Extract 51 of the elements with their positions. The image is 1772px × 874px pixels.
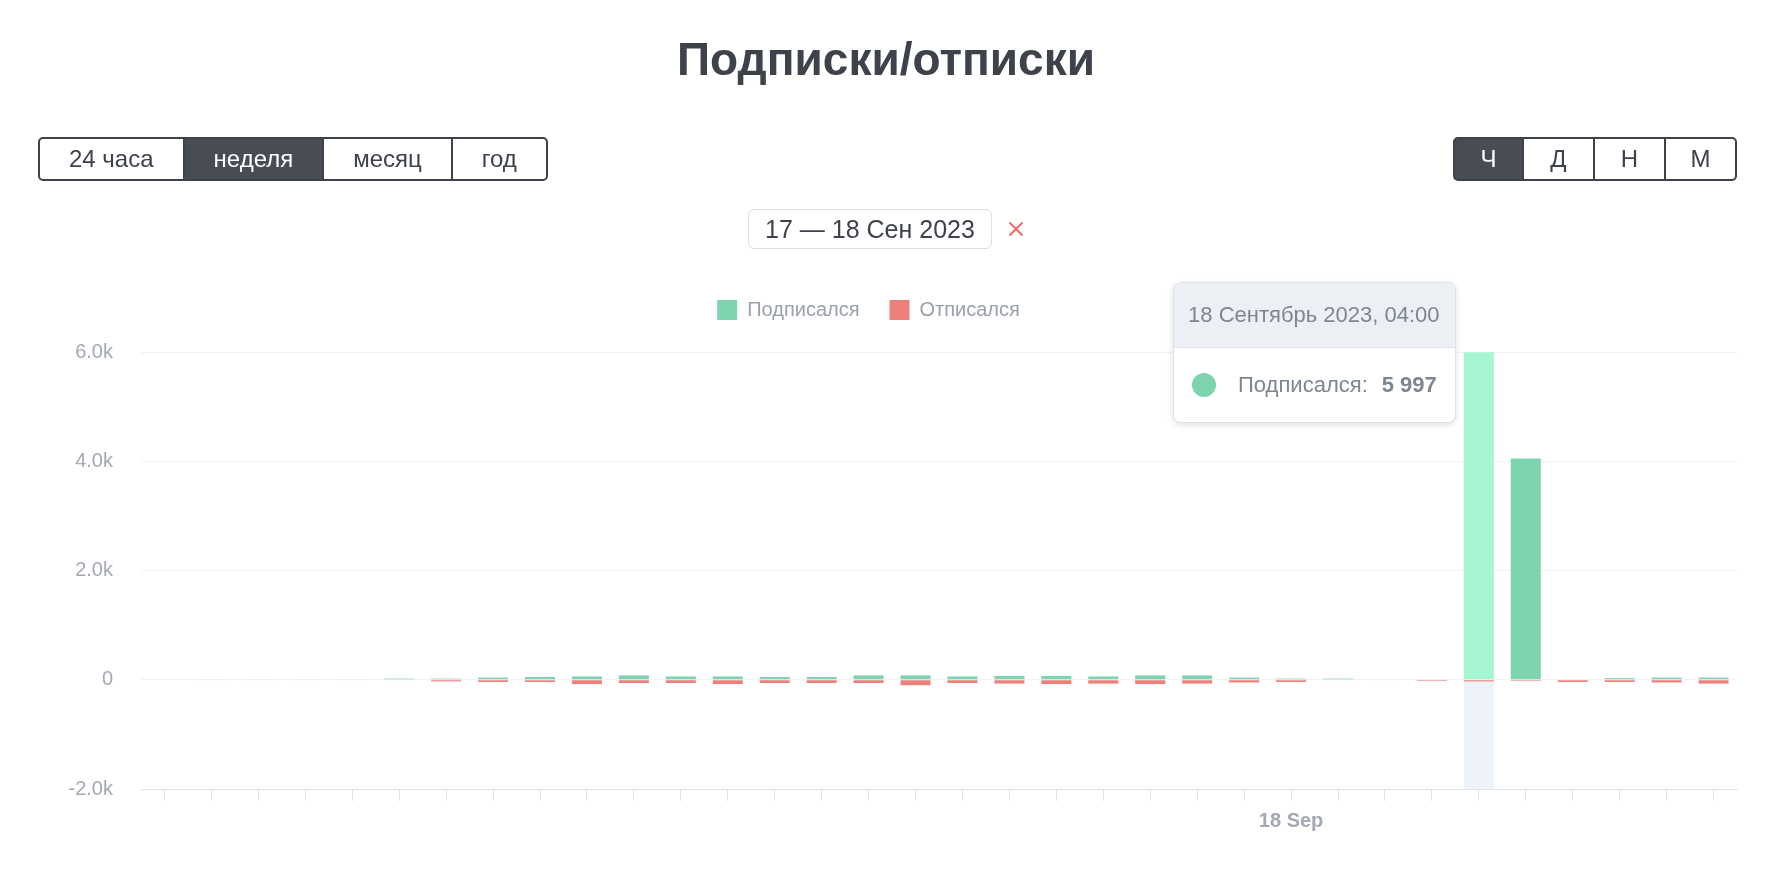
bar <box>1182 675 1213 680</box>
y-tick-label: 2.0k <box>75 558 114 581</box>
chart-title: Подписки/отписки <box>676 32 1096 86</box>
bar <box>994 675 1025 680</box>
y-tick-label: -2.0k <box>68 776 114 799</box>
bar <box>665 676 696 680</box>
legend-label: Отписался <box>919 297 1020 320</box>
y-tick-label: 0 <box>101 667 113 690</box>
bar <box>1041 675 1072 680</box>
bar <box>853 680 884 684</box>
bar <box>853 675 884 680</box>
tooltip-card: 18 Сентябрь 2023, 04:00 Подписался: 5 997 <box>1173 282 1456 424</box>
bar <box>1510 458 1541 680</box>
period-button: 24 часа <box>38 137 185 181</box>
bar <box>665 680 696 684</box>
bar <box>1088 676 1119 680</box>
x-tick-label: 18 Sep <box>1258 808 1324 831</box>
legend-label: Подписался <box>747 297 860 320</box>
period-button: год <box>452 137 548 181</box>
interval-button: Н <box>1595 137 1666 181</box>
bar <box>571 676 602 680</box>
interval-button: Д <box>1524 137 1595 181</box>
annotation: 5 997 <box>1381 372 1437 399</box>
bar <box>571 680 602 685</box>
bar <box>1135 680 1166 685</box>
period-button: неделя <box>184 137 325 181</box>
bar <box>1698 680 1729 684</box>
bar <box>806 680 837 684</box>
bar <box>900 675 931 680</box>
y-tick-label: 4.0k <box>75 448 114 471</box>
bar <box>947 676 978 680</box>
bar <box>712 680 743 685</box>
bar <box>1182 680 1213 684</box>
y-tick-label: 6.0k <box>75 339 114 362</box>
bar <box>759 680 790 684</box>
bar <box>618 680 649 684</box>
date-field: 17 — 18 Сен 2023 <box>748 209 992 249</box>
bar <box>1135 675 1166 680</box>
bar <box>618 675 649 680</box>
bar <box>1088 680 1119 684</box>
bar <box>994 680 1025 684</box>
bar <box>900 680 931 686</box>
annotation: Подписался: <box>1238 372 1368 399</box>
period-button: месяц <box>324 137 453 181</box>
bar <box>806 677 837 680</box>
interval-button: Ч <box>1453 137 1524 181</box>
bar <box>712 676 743 680</box>
interval-button: М <box>1666 137 1737 181</box>
bar <box>759 677 790 680</box>
bar <box>947 680 978 684</box>
bar <box>1041 680 1072 685</box>
